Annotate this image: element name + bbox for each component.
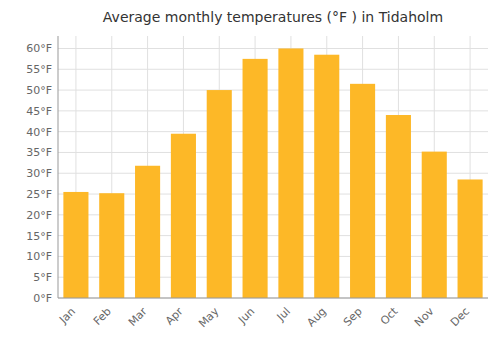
y-grid-line — [58, 110, 488, 111]
y-grid-line — [58, 298, 488, 299]
y-grid-line — [58, 131, 488, 132]
bar — [207, 90, 232, 298]
x-tick-label: Dec — [448, 305, 472, 329]
y-tick-label: 45°F — [26, 105, 52, 118]
bar — [63, 192, 88, 298]
x-tick-label: Aug — [304, 305, 328, 329]
y-tick-label: 25°F — [26, 188, 52, 201]
bar — [350, 84, 375, 298]
x-tick-label: Jun — [235, 305, 257, 327]
bar — [422, 152, 447, 298]
y-grid-line — [58, 69, 488, 70]
y-axis-line — [58, 36, 59, 298]
x-tick-label: Sep — [341, 305, 365, 329]
y-tick-label: 40°F — [26, 126, 52, 139]
y-tick-label: 60°F — [26, 42, 52, 55]
title: Average monthly temperatures (°F ) in Ti… — [103, 9, 443, 25]
y-grid-line — [58, 48, 488, 49]
bars — [63, 48, 482, 298]
bar — [171, 134, 196, 298]
y-tick-label: 20°F — [26, 209, 52, 222]
x-tick-label: Mar — [126, 305, 150, 329]
x-tick-label: Jul — [274, 305, 293, 324]
bar — [278, 48, 303, 298]
bar — [458, 179, 483, 298]
y-tick-label: 10°F — [26, 250, 52, 263]
x-tick-label: Feb — [91, 305, 114, 328]
x-tick-label: Apr — [163, 305, 186, 328]
y-tick-label: 5°F — [33, 271, 52, 284]
y-tick-label: 35°F — [26, 146, 52, 159]
x-tick-label: Nov — [412, 305, 437, 330]
y-tick-label: 50°F — [26, 84, 52, 97]
bar — [314, 55, 339, 298]
y-tick-label: 55°F — [26, 63, 52, 76]
x-tick-label: Oct — [378, 304, 401, 327]
x-tick-label: May — [196, 305, 222, 331]
y-axis: 0°F 5°F 10°F 15°F 20°F 25°F 30°F 35°F 40°F 45°F 50… — [26, 42, 52, 305]
y-tick-label: 30°F — [26, 167, 52, 180]
y-tick-label: 15°F — [26, 230, 52, 243]
grid — [58, 36, 488, 298]
bar — [243, 59, 268, 298]
y-grid-line — [58, 90, 488, 91]
bar — [99, 193, 124, 298]
x-axis-line — [58, 298, 488, 299]
x-tick-label: Jan — [56, 305, 78, 327]
bar — [386, 115, 411, 298]
y-tick-label: 0°F — [33, 292, 52, 305]
x-axis: Jan Feb Mar Apr May Jun Jul Aug Sep Oct Nov Dec — [56, 304, 472, 330]
bar — [135, 166, 160, 298]
chart: Average monthly temperatures (°F ) in Ti… — [0, 0, 500, 350]
